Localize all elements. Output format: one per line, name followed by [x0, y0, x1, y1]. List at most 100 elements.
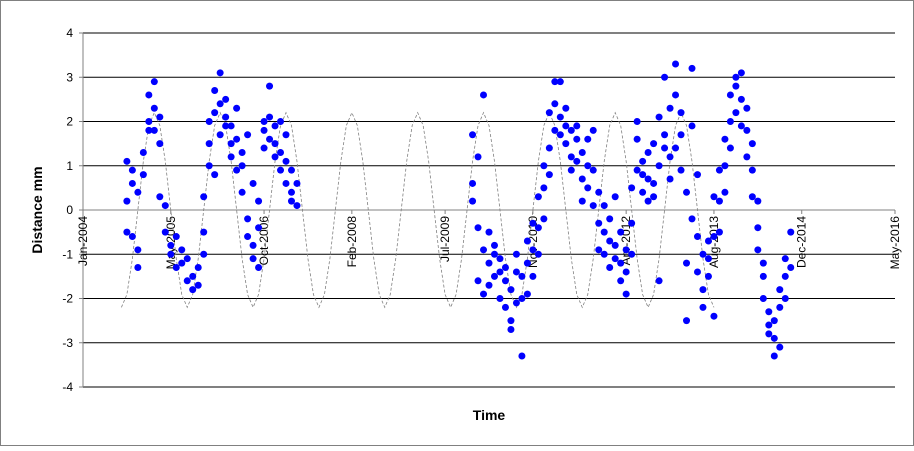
data-point: [754, 246, 762, 254]
data-point: [490, 250, 498, 258]
data-point: [156, 113, 164, 121]
data-point: [496, 295, 504, 302]
data-point: [287, 166, 295, 174]
data-point: [205, 162, 213, 170]
data-point: [529, 246, 537, 254]
data-point: [704, 255, 712, 263]
data-point: [534, 250, 542, 258]
data-point: [770, 352, 778, 360]
data-point: [765, 321, 773, 329]
data-point: [287, 188, 295, 196]
data-point: [469, 179, 477, 187]
data-point: [200, 228, 208, 236]
data-point: [606, 237, 614, 245]
data-point: [287, 197, 295, 205]
data-point: [485, 281, 493, 289]
data-point: [545, 109, 553, 117]
data-point: [666, 104, 674, 112]
data-point: [693, 268, 701, 276]
x-tick-label: Dec-2014: [795, 216, 809, 268]
data-point: [211, 109, 219, 117]
data-point: [595, 246, 603, 254]
data-point: [737, 122, 745, 130]
data-point: [611, 241, 619, 249]
data-point: [134, 246, 142, 254]
data-point: [672, 60, 680, 68]
data-point: [518, 352, 526, 360]
data-point: [172, 233, 180, 241]
y-tick-label: -4: [62, 380, 73, 394]
data-point: [551, 126, 559, 134]
data-point: [474, 277, 482, 285]
data-point: [622, 246, 630, 254]
data-point: [573, 135, 581, 143]
data-point: [244, 233, 252, 241]
data-point: [255, 224, 263, 232]
data-point: [655, 162, 663, 170]
data-point: [189, 286, 197, 294]
x-tick-label: Oct-2006: [257, 216, 271, 266]
data-point: [183, 255, 191, 263]
data-point: [699, 286, 707, 294]
data-point: [529, 219, 537, 227]
data-point: [699, 303, 707, 311]
data-point: [139, 171, 147, 179]
data-point: [617, 259, 625, 267]
data-point: [611, 255, 619, 263]
data-point: [677, 109, 685, 117]
data-point: [277, 148, 285, 156]
data-point: [128, 166, 136, 174]
data-point: [644, 148, 652, 156]
data-point: [238, 162, 246, 170]
data-point: [501, 277, 509, 285]
data-point: [639, 157, 647, 165]
x-tick-label: May-2016: [888, 216, 902, 270]
data-point: [622, 290, 630, 298]
data-point: [567, 166, 575, 174]
data-point: [178, 259, 186, 267]
data-point: [556, 131, 564, 139]
data-point: [787, 228, 795, 236]
data-point: [776, 303, 784, 311]
y-tick-label: -1: [62, 247, 73, 261]
data-point: [578, 175, 586, 183]
data-point: [194, 281, 202, 289]
data-point: [781, 272, 789, 280]
data-point: [123, 228, 131, 236]
data-point: [480, 91, 488, 99]
data-point: [480, 246, 488, 254]
data-point: [754, 224, 762, 232]
data-point: [781, 255, 789, 263]
data-point: [211, 171, 219, 179]
data-point: [573, 157, 581, 165]
data-point: [282, 179, 290, 187]
data-point: [150, 126, 158, 134]
data-point: [260, 118, 268, 125]
data-point: [672, 144, 680, 152]
data-point: [683, 317, 691, 325]
data-point: [633, 166, 641, 174]
data-point: [567, 153, 575, 161]
data-point: [650, 179, 658, 187]
x-tick-label: Feb-2008: [345, 216, 359, 268]
data-point: [249, 255, 257, 263]
data-point: [529, 272, 537, 280]
data-point: [644, 175, 652, 183]
data-point: [765, 308, 773, 316]
data-point: [748, 193, 756, 201]
data-point: [661, 144, 669, 152]
data-point: [255, 197, 263, 205]
x-tick-label: Aug-2013: [707, 216, 721, 268]
data-point: [776, 343, 784, 351]
data-point: [655, 277, 663, 285]
data-point: [200, 250, 208, 258]
data-point: [584, 162, 592, 170]
data-point: [249, 241, 257, 249]
data-point: [490, 241, 498, 249]
data-point: [710, 312, 718, 320]
data-point: [161, 202, 169, 210]
data-point: [715, 166, 723, 174]
data-point: [128, 233, 136, 241]
x-tick-label: Jan-2004: [76, 216, 90, 266]
